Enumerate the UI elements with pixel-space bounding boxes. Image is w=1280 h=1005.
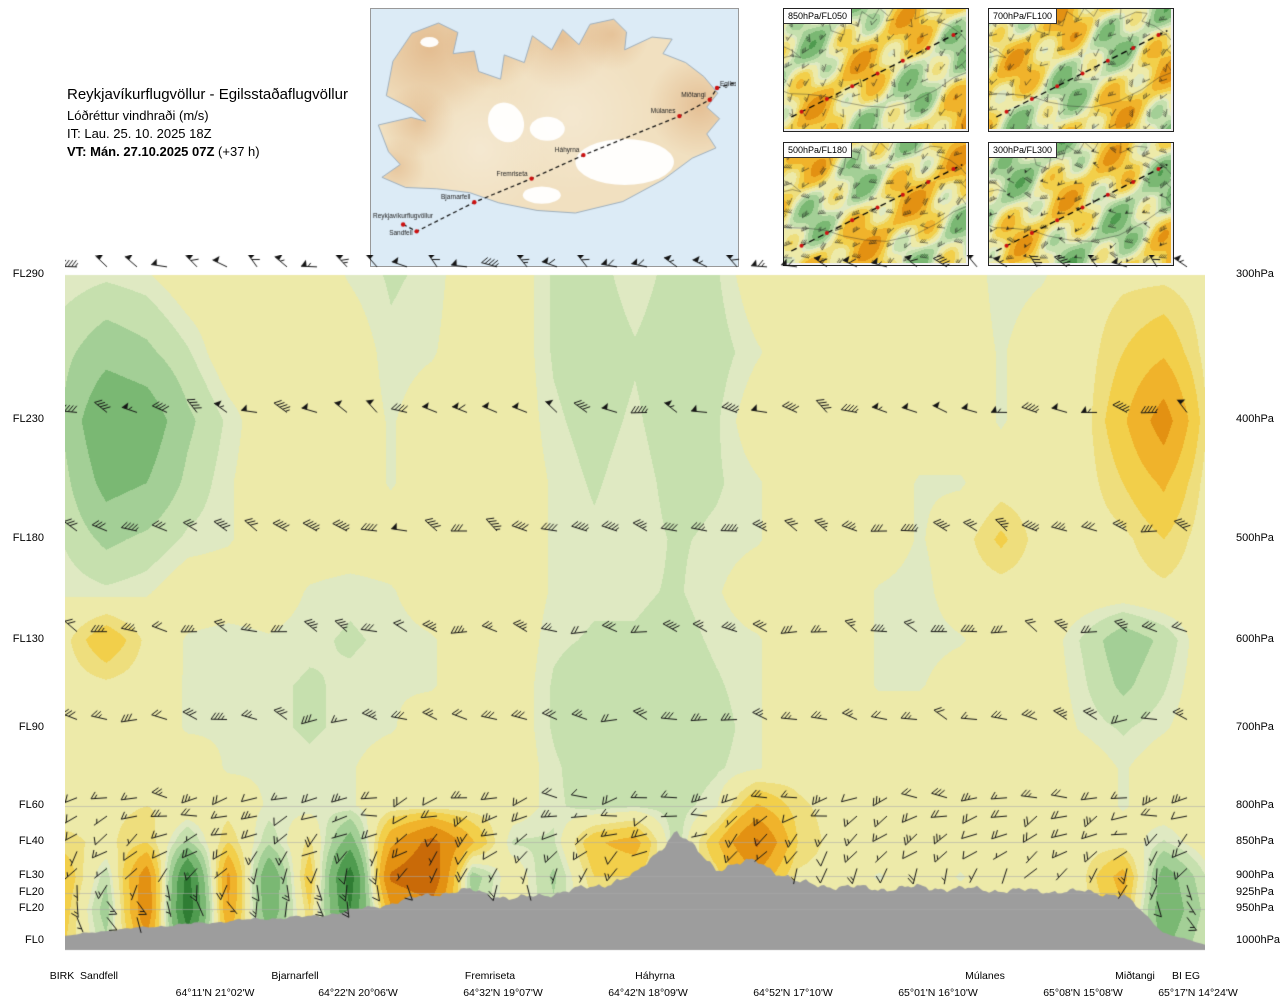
route-overview-map xyxy=(370,8,739,267)
flight-level-axis-label: FL130 xyxy=(12,632,44,645)
pressure-axis-label: 900hPa xyxy=(1236,869,1274,882)
valid-time-main: VT: Mán. 27.10.2025 07Z xyxy=(67,144,215,159)
subtitle: Lóðréttur vindhraði (m/s) xyxy=(67,108,209,123)
flight-level-axis-label: FL30 xyxy=(18,869,44,882)
valid-time: VT: Mán. 27.10.2025 07Z (+37 h) xyxy=(67,143,348,161)
station-coord-label: 64°32'N 19°07'W xyxy=(463,987,543,999)
pressure-axis-label: 950hPa xyxy=(1236,902,1274,915)
station-name-label: Háhyrna xyxy=(635,970,675,982)
pressure-axis-label: 300hPa xyxy=(1236,267,1274,280)
minimap-500hpa-label: 500hPa/FL180 xyxy=(784,143,853,158)
station-coord-label: 64°52'N 17°10'W xyxy=(753,987,833,999)
pressure-axis-label: 1000hPa xyxy=(1236,934,1280,946)
minimap-700hpa: 700hPa/FL100 xyxy=(988,8,1174,132)
minimap-700hpa-canvas xyxy=(989,9,1171,129)
station-name-label: Bjarnarfell xyxy=(271,970,319,982)
flight-level-axis-label: FL290 xyxy=(12,267,44,280)
station-name-label: Sandfell xyxy=(80,970,118,982)
flight-level-axis-label: FL20 xyxy=(18,886,44,899)
valid-time-offset: (+37 h) xyxy=(218,144,260,159)
minimap-850hpa-label: 850hPa/FL050 xyxy=(784,9,853,24)
minimap-700hpa-label: 700hPa/FL100 xyxy=(989,9,1058,24)
station-coord-label: 64°42'N 18°09'W xyxy=(608,987,688,999)
title-block: Reykjavíkurflugvöllur - Egilsstaðaflugvö… xyxy=(67,86,348,161)
pressure-axis-label: 700hPa xyxy=(1236,720,1274,733)
station-coord-label: 64°22'N 20°06'W xyxy=(318,987,398,999)
minimap-850hpa: 850hPa/FL050 xyxy=(783,8,969,132)
station-code-label: BI EG xyxy=(1171,970,1200,982)
pressure-axis-label: 850hPa xyxy=(1236,834,1274,847)
flight-level-axis-label: FL0 xyxy=(25,934,44,946)
iceland-map-canvas xyxy=(371,9,736,264)
station-coord-label: 65°17'N 14°24'W xyxy=(1158,987,1238,999)
page-title: Reykjavíkurflugvöllur - Egilsstaðaflugvö… xyxy=(67,86,348,103)
minimap-300hpa-canvas xyxy=(989,143,1171,263)
station-name-label: Múlanes xyxy=(965,970,1005,982)
minimap-500hpa-canvas xyxy=(784,143,966,263)
station-code-label: BIRK xyxy=(49,970,75,982)
pressure-axis-label: 925hPa xyxy=(1236,886,1274,899)
flight-level-axis-label: FL90 xyxy=(18,720,44,733)
cross-section-canvas xyxy=(65,255,1205,955)
flight-level-axis-label: FL230 xyxy=(12,413,44,426)
station-coord-label: 64°11'N 21°02'W xyxy=(175,987,255,999)
flight-level-axis-label: FL40 xyxy=(18,834,44,847)
pressure-axis-label: 800hPa xyxy=(1236,798,1274,811)
station-name-label: Fremriseta xyxy=(464,970,516,982)
pressure-axis-label: 600hPa xyxy=(1236,632,1274,645)
station-name-label: Miðtangi xyxy=(1115,970,1155,982)
station-coord-label: 65°01'N 16°10'W xyxy=(898,987,978,999)
pressure-axis-label: 400hPa xyxy=(1236,413,1274,426)
pressure-axis-label: 500hPa xyxy=(1236,531,1274,544)
flight-level-axis-label: FL180 xyxy=(12,531,44,544)
minimap-300hpa-label: 300hPa/FL300 xyxy=(989,143,1058,158)
flight-level-axis-label: FL20 xyxy=(18,902,44,915)
minimap-850hpa-canvas xyxy=(784,9,966,129)
flight-level-axis-label: FL60 xyxy=(18,798,44,811)
station-coord-label: 65°08'N 15°08'W xyxy=(1043,987,1123,999)
minimap-500hpa: 500hPa/FL180 xyxy=(783,142,969,266)
minimap-300hpa: 300hPa/FL300 xyxy=(988,142,1174,266)
init-time: IT: Lau. 25. 10. 2025 18Z xyxy=(67,126,212,141)
